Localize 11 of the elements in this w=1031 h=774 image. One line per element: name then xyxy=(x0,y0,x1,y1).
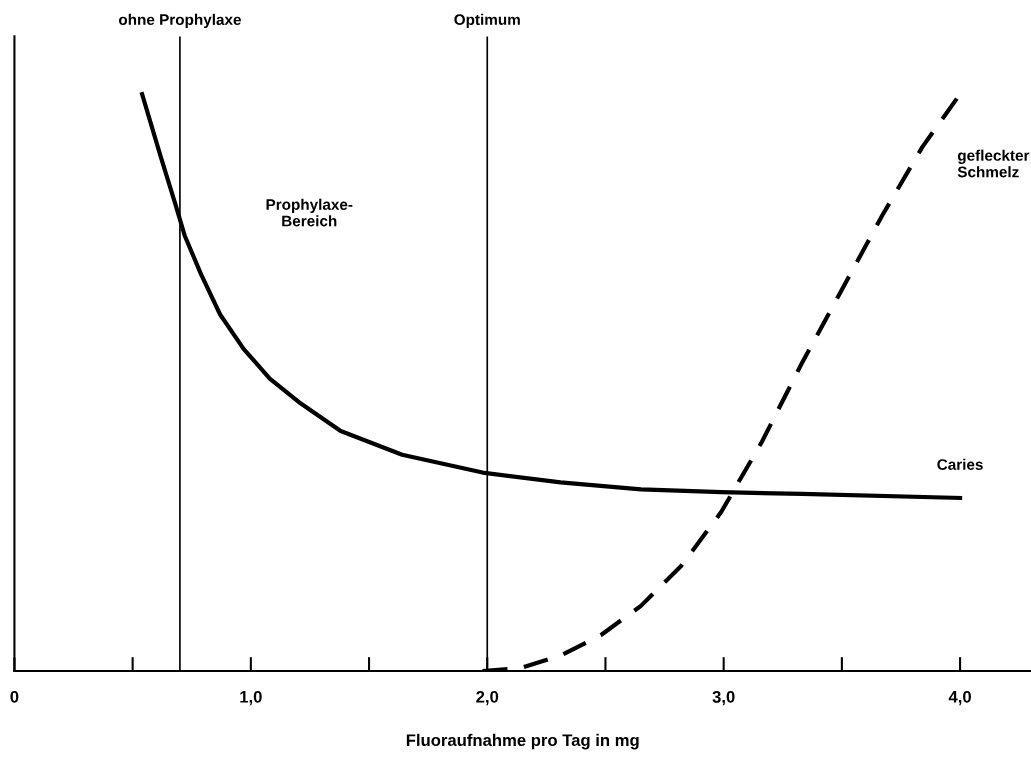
x-tick-label: 4,0 xyxy=(948,690,971,706)
x-tick-label: 2,0 xyxy=(476,690,499,706)
x-tick-label: 0 xyxy=(10,690,19,703)
annotation: Prophylaxe- Bereich xyxy=(266,198,353,227)
series-label: gefleckter Schmelz xyxy=(957,149,1030,178)
ref-line-label: Optimum xyxy=(454,13,520,29)
x-axis-title: Fluoraufnahme pro Tag in mg xyxy=(406,733,639,750)
series-label: Caries xyxy=(937,458,983,470)
x-tick-label: 3,0 xyxy=(712,690,735,706)
x-tick-label: 1,0 xyxy=(240,690,262,706)
ref-line-label: ohne Prophylaxe xyxy=(118,13,241,29)
